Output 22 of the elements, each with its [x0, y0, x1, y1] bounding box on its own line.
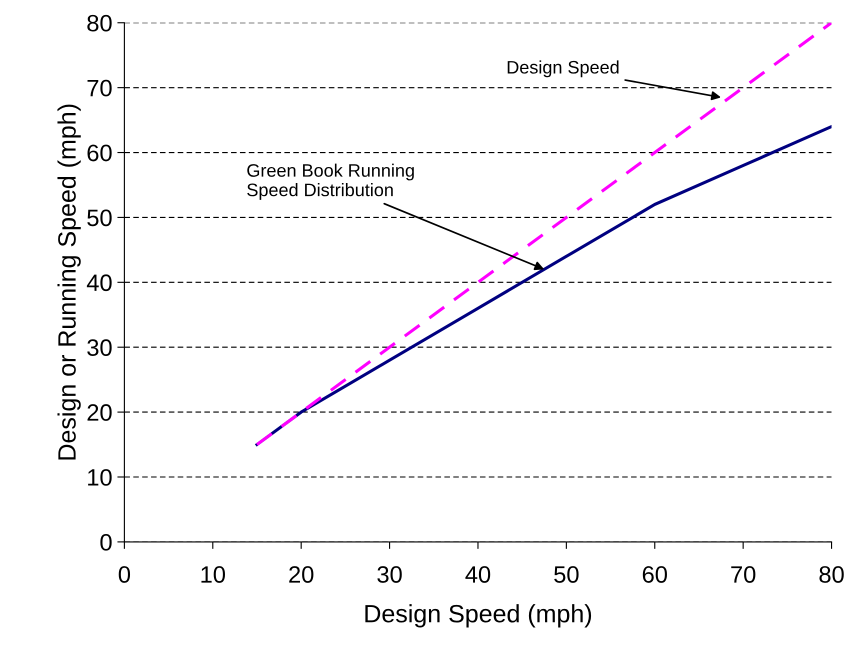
y-axis-title: Design or Running Speed (mph) [57, 104, 81, 460]
x-tick-label: 30 [377, 566, 402, 583]
x-tick-label: 70 [731, 566, 756, 583]
x-axis-title: Design Speed (mph) [365, 604, 592, 628]
y-tick-label: 70 [88, 80, 112, 96]
y-tick-label: 30 [87, 339, 112, 356]
y-tick-label: 20 [88, 404, 112, 421]
y-tick-label: 50 [87, 209, 112, 226]
y-tick-label: 80 [87, 14, 112, 32]
x-tick-label: 20 [289, 566, 314, 583]
y-tick-label: 10 [88, 469, 112, 486]
annotation: Design Speed [508, 60, 619, 78]
annotation: Green Book Running Speed Distribution [247, 164, 414, 200]
x-tick-label: 60 [642, 566, 667, 583]
x-tick-label: 50 [554, 566, 579, 583]
y-tick-label: 0 [100, 534, 112, 551]
x-tick-label: 40 [465, 566, 490, 583]
x-tick-label: 10 [201, 566, 225, 583]
y-tick-label: 40 [86, 274, 112, 292]
y-tick-label: 60 [88, 144, 112, 162]
x-tick-label: 0 [118, 566, 130, 583]
x-tick-label: 80 [819, 566, 844, 583]
